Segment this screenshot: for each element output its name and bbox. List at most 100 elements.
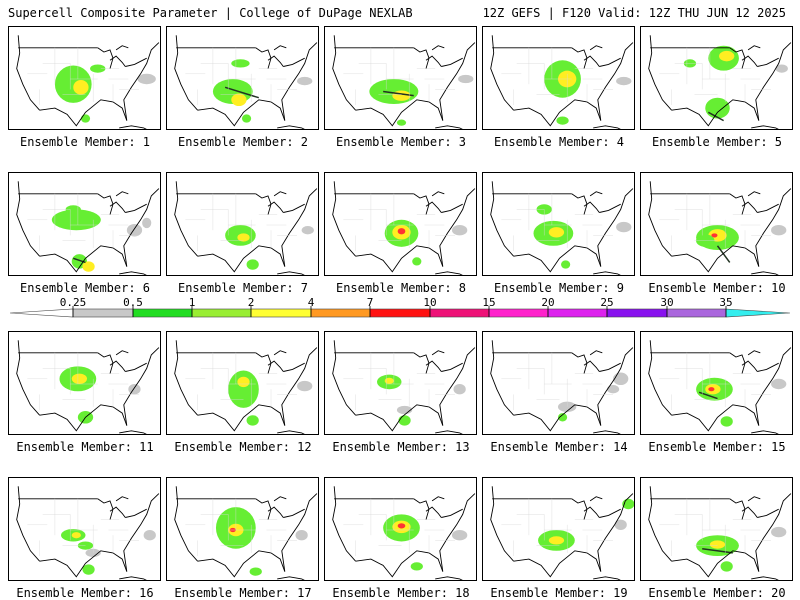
legend-label: 10: [423, 296, 437, 309]
west-coast: [490, 340, 514, 416]
us-map: [648, 181, 792, 275]
gulf-coast: [197, 99, 286, 127]
scp-contour: [90, 64, 106, 73]
west-coast: [648, 340, 672, 416]
scp-contour: [709, 540, 726, 549]
scp-contour: [71, 532, 81, 539]
east-coast: [281, 42, 318, 121]
east-coast: [597, 188, 634, 267]
great-lakes: [441, 203, 463, 213]
member-label: Ensemble Member: 2: [177, 135, 309, 149]
cuba-coast: [277, 430, 305, 434]
scp-contour: [705, 97, 730, 119]
great-lakes: [267, 506, 284, 518]
cuba-coast: [751, 430, 779, 434]
great-lakes: [283, 362, 305, 372]
great-lakes: [441, 508, 463, 518]
ensemble-member-map: [8, 26, 161, 130]
member-label: Ensemble Member: 15: [648, 440, 786, 454]
west-coast: [648, 35, 672, 111]
great-lakes: [97, 352, 114, 374]
east-coast: [123, 188, 160, 267]
ensemble-member-map: [166, 331, 319, 435]
legend-swatch: [191, 308, 252, 318]
great-lakes: [599, 203, 621, 213]
scp-contour: [561, 260, 571, 269]
east-coast: [439, 347, 476, 426]
member-label: Ensemble Member: 10: [648, 281, 786, 295]
gulf-coast: [39, 99, 128, 127]
great-lakes: [255, 47, 272, 69]
great-lakes: [267, 55, 284, 67]
ensemble-member-map: [324, 172, 477, 276]
scp-contour: [711, 233, 718, 238]
scp-contour-gray: [458, 74, 474, 84]
east-coast: [123, 347, 160, 426]
great-lakes: [125, 57, 147, 67]
scp-contour: [73, 80, 89, 95]
gulf-coast: [671, 245, 760, 273]
great-lakes: [571, 47, 588, 69]
great-lakes: [273, 350, 287, 356]
scp-contour: [82, 261, 95, 272]
scp-contour: [369, 79, 419, 104]
great-lakes: [583, 506, 600, 518]
legend-swatch: [429, 308, 490, 318]
great-lakes: [571, 193, 588, 215]
member-label: Ensemble Member: 1: [19, 135, 151, 149]
cuba-coast: [119, 430, 147, 434]
gulf-coast: [513, 245, 602, 273]
west-coast: [332, 340, 356, 416]
great-lakes: [125, 508, 147, 518]
us-map: [174, 35, 318, 129]
scp-contour: [231, 93, 247, 107]
scp-contour-gray: [771, 526, 787, 538]
scp-contour-gray: [616, 76, 632, 86]
great-lakes: [255, 193, 272, 215]
great-lakes: [413, 498, 430, 520]
scp-contour: [237, 376, 250, 388]
legend-swatch: [369, 308, 431, 318]
great-lakes: [571, 352, 588, 374]
east-coast: [281, 188, 318, 267]
east-coast: [439, 188, 476, 267]
ensemble-member-map: [166, 477, 319, 581]
cuba-coast: [277, 271, 305, 275]
west-coast: [648, 181, 672, 257]
great-lakes: [283, 203, 305, 213]
member-label: Ensemble Member: 3: [335, 135, 467, 149]
east-coast: [597, 42, 634, 121]
great-lakes: [273, 45, 287, 51]
ensemble-member-map: [640, 172, 793, 276]
scp-contour: [410, 562, 423, 571]
ensemble-member-map: [482, 26, 635, 130]
legend-swatch: [666, 308, 727, 318]
ensemble-member-map: [324, 477, 477, 581]
east-coast: [281, 347, 318, 426]
scp-contour-gray: [297, 76, 313, 86]
legend-swatch: [132, 308, 193, 318]
great-lakes: [431, 191, 445, 197]
west-coast: [648, 486, 672, 562]
gulf-coast: [355, 245, 444, 273]
gulf-coast: [355, 99, 444, 127]
us-map: [332, 181, 476, 275]
gulf-coast: [671, 550, 760, 578]
ensemble-member-map: [166, 26, 319, 130]
east-coast: [123, 42, 160, 121]
scp-contour: [548, 536, 565, 545]
great-lakes: [115, 45, 129, 51]
gulf-coast: [197, 245, 286, 273]
us-map: [490, 181, 634, 275]
scp-contour-gray: [613, 372, 629, 386]
great-lakes: [109, 506, 126, 518]
us-map: [332, 486, 476, 580]
great-lakes: [757, 203, 779, 213]
member-label: Ensemble Member: 20: [648, 586, 786, 600]
scp-contour: [82, 564, 95, 575]
scp-contour-gray: [137, 73, 156, 85]
boundary-line: [383, 90, 414, 97]
gulf-coast: [39, 550, 128, 578]
member-label: Ensemble Member: 7: [177, 281, 309, 295]
cuba-coast: [435, 576, 463, 580]
